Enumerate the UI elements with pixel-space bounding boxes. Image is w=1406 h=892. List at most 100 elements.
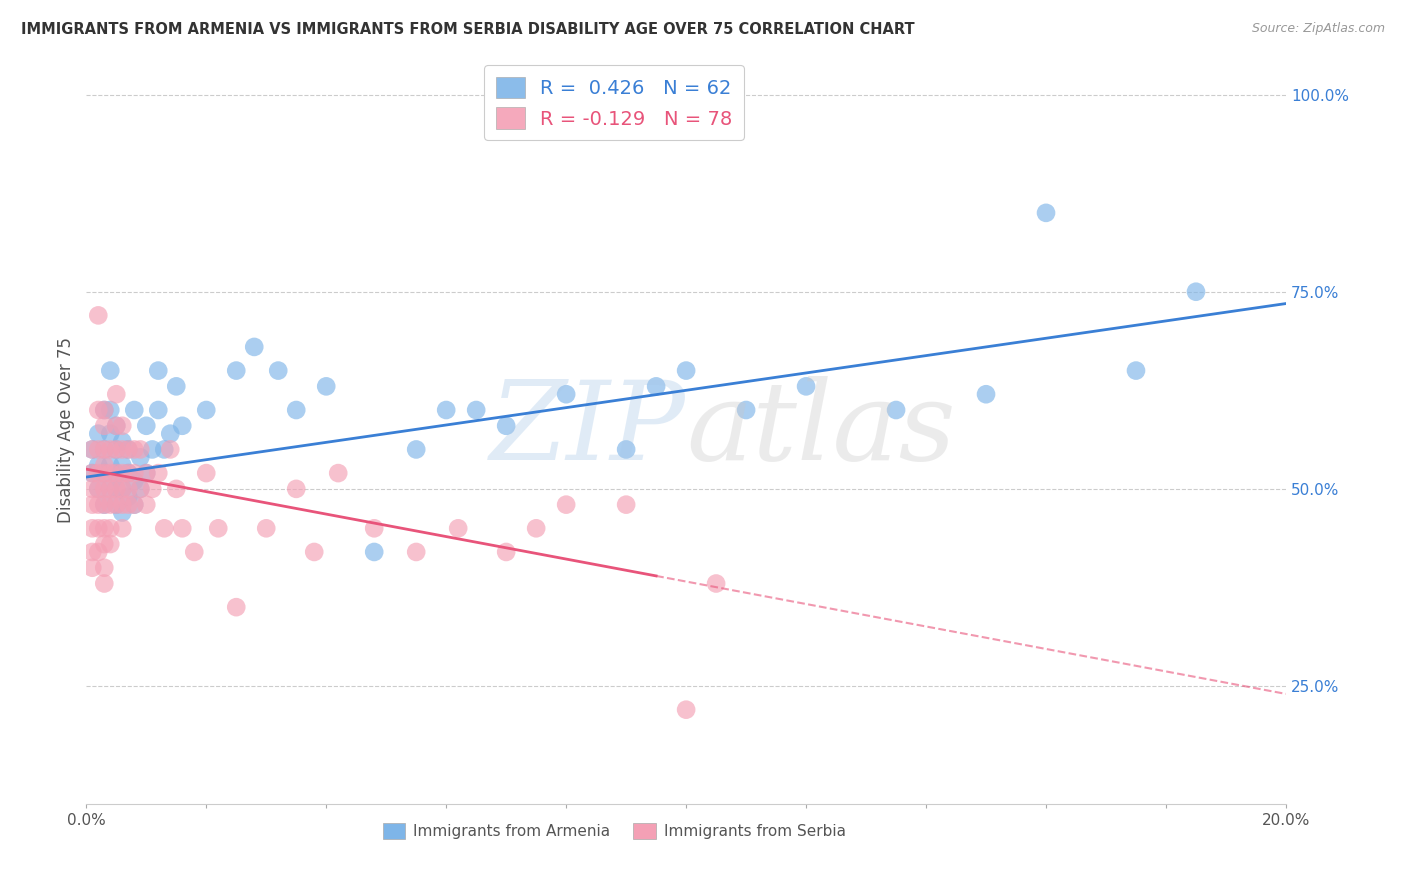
Point	[267, 363, 290, 377]
Point	[82, 442, 104, 457]
Point	[363, 521, 385, 535]
Point	[165, 379, 187, 393]
Point	[254, 521, 277, 535]
Point	[98, 482, 121, 496]
Point	[153, 442, 176, 457]
Text: atlas: atlas	[686, 376, 956, 483]
Point	[124, 466, 146, 480]
Point	[465, 403, 488, 417]
Point	[105, 442, 128, 457]
Point	[82, 498, 104, 512]
Point	[117, 490, 139, 504]
Point	[93, 466, 115, 480]
Point	[129, 482, 152, 496]
Point	[124, 498, 146, 512]
Point	[117, 498, 139, 512]
Point	[93, 537, 115, 551]
Point	[225, 363, 247, 377]
Point	[82, 521, 104, 535]
Point	[111, 498, 134, 512]
Point	[105, 498, 128, 512]
Point	[1125, 363, 1147, 377]
Point	[735, 403, 758, 417]
Point	[363, 545, 385, 559]
Legend: Immigrants from Armenia, Immigrants from Serbia: Immigrants from Armenia, Immigrants from…	[377, 817, 852, 846]
Point	[98, 363, 121, 377]
Point	[555, 498, 578, 512]
Point	[111, 482, 134, 496]
Point	[82, 466, 104, 480]
Point	[87, 403, 110, 417]
Point	[93, 482, 115, 496]
Point	[87, 426, 110, 441]
Point	[704, 576, 727, 591]
Point	[105, 498, 128, 512]
Point	[195, 466, 218, 480]
Point	[98, 537, 121, 551]
Point	[98, 498, 121, 512]
Point	[207, 521, 229, 535]
Point	[93, 560, 115, 574]
Point	[117, 466, 139, 480]
Point	[524, 521, 547, 535]
Point	[82, 482, 104, 496]
Point	[105, 466, 128, 480]
Point	[87, 442, 110, 457]
Point	[495, 545, 517, 559]
Point	[195, 403, 218, 417]
Point	[884, 403, 907, 417]
Point	[98, 466, 121, 480]
Point	[1035, 206, 1057, 220]
Point	[135, 498, 157, 512]
Point	[129, 442, 152, 457]
Point	[93, 458, 115, 473]
Point	[141, 482, 163, 496]
Point	[82, 442, 104, 457]
Point	[93, 403, 115, 417]
Point	[447, 521, 470, 535]
Point	[105, 482, 128, 496]
Point	[315, 379, 337, 393]
Point	[98, 482, 121, 496]
Point	[105, 387, 128, 401]
Point	[302, 545, 325, 559]
Point	[135, 418, 157, 433]
Point	[105, 418, 128, 433]
Point	[124, 474, 146, 488]
Point	[105, 482, 128, 496]
Point	[974, 387, 997, 401]
Text: IMMIGRANTS FROM ARMENIA VS IMMIGRANTS FROM SERBIA DISABILITY AGE OVER 75 CORRELA: IMMIGRANTS FROM ARMENIA VS IMMIGRANTS FR…	[21, 22, 915, 37]
Point	[117, 442, 139, 457]
Point	[124, 442, 146, 457]
Point	[117, 442, 139, 457]
Point	[148, 466, 170, 480]
Point	[93, 498, 115, 512]
Point	[159, 442, 181, 457]
Point	[93, 498, 115, 512]
Point	[135, 466, 157, 480]
Point	[111, 506, 134, 520]
Point	[93, 576, 115, 591]
Point	[285, 403, 308, 417]
Point	[111, 442, 134, 457]
Point	[105, 418, 128, 433]
Point	[675, 363, 697, 377]
Point	[614, 498, 637, 512]
Point	[172, 521, 194, 535]
Point	[111, 458, 134, 473]
Point	[87, 521, 110, 535]
Point	[129, 482, 152, 496]
Point	[98, 521, 121, 535]
Point	[98, 442, 121, 457]
Text: Source: ZipAtlas.com: Source: ZipAtlas.com	[1251, 22, 1385, 36]
Point	[87, 545, 110, 559]
Point	[87, 466, 110, 480]
Point	[87, 482, 110, 496]
Point	[124, 498, 146, 512]
Point	[243, 340, 266, 354]
Point	[1185, 285, 1208, 299]
Point	[165, 482, 187, 496]
Point	[98, 458, 121, 473]
Point	[87, 458, 110, 473]
Point	[434, 403, 457, 417]
